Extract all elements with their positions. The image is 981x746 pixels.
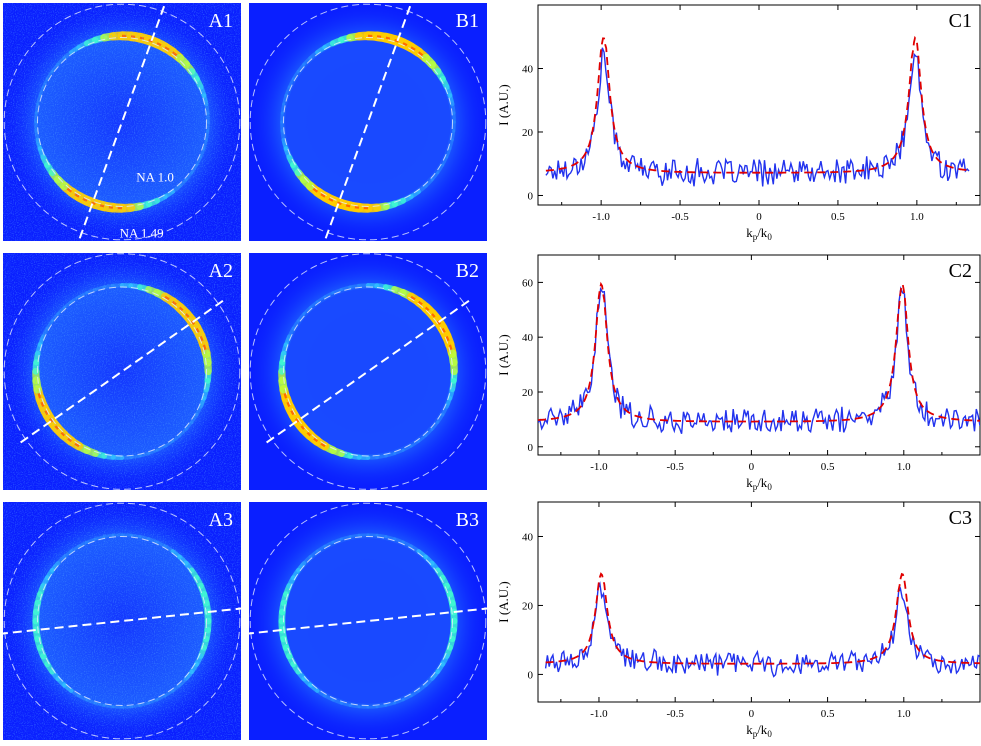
y-tick-label: 20: [522, 127, 534, 139]
inner-disc: [285, 39, 451, 205]
x-tick-label: -1.0: [590, 461, 608, 473]
inner-disc: [285, 288, 451, 455]
panel-label: B1: [456, 10, 479, 32]
x-tick-label: 1.0: [897, 708, 911, 720]
y-tick-label: 40: [522, 63, 534, 75]
x-tick-label: 1.0: [910, 211, 924, 223]
panel-label: A1: [209, 10, 233, 32]
outer-na-circle: [249, 3, 487, 241]
chart-c1: -1.0 -0.5 0 0.5 1.0 0 20 40 kp/k0 I (A.U.) C1: [496, 4, 981, 242]
panel-label: B3: [456, 509, 479, 531]
inner-disc: [285, 538, 451, 704]
image-panel-a1: A1 NA 1.0 NA 1.49: [3, 3, 241, 241]
chart-label: C1: [949, 10, 972, 32]
panel-label: A2: [209, 260, 233, 282]
ring-crescents: [280, 31, 456, 213]
x-axis-label: kp/k0: [746, 225, 772, 242]
image-panel-b3: B3: [249, 502, 487, 740]
x-tick-label: -0.5: [671, 211, 689, 223]
x-axis-label: kp/k0: [746, 475, 772, 492]
y-tick-label: 0: [528, 442, 534, 454]
x-tick-label: 0: [749, 708, 755, 720]
y-axis-label: I (A.U.): [496, 84, 511, 126]
x-tick-label: -0.5: [666, 708, 684, 720]
y-tick-label: 0: [528, 190, 534, 202]
image-panel-b1: B1: [249, 3, 487, 241]
chart-c3: -1.0 -0.5 0 0.5 1.0 0 20 40 kp/k0 I (A.U.) C3: [496, 501, 981, 739]
outer-na-circle: [249, 253, 487, 490]
x-tick-label: 0.5: [821, 461, 835, 473]
y-axis-label: I (A.U.): [496, 581, 511, 623]
measured-profile-line: [538, 285, 980, 434]
image-panels: A1 NA 1.0 NA 1.49 B1 A2 B2 A3 B3: [3, 3, 487, 740]
y-tick-label: 0: [528, 669, 534, 681]
plot-frame: [537, 254, 981, 456]
fit-profile-line: [538, 281, 980, 423]
chart-c2: -1.0 -0.5 0 0.5 1.0 0 20 40 60 kp/k0 I (A.U.) C2: [496, 254, 981, 492]
fit-profile-line: [545, 35, 970, 174]
y-tick-label: 60: [522, 277, 534, 289]
measured-profile-line: [544, 581, 980, 678]
inner-na-circle: [283, 536, 453, 706]
y-tick-label: 20: [522, 387, 534, 399]
inner-circle-label: NA 1.0: [136, 170, 174, 185]
x-tick-label: 0.5: [821, 708, 835, 720]
plot-frame: [537, 501, 981, 703]
y-axis-label: I (A.U.): [496, 334, 511, 376]
image-panel-b2: B2: [249, 253, 487, 490]
x-axis-label: kp/k0: [746, 722, 772, 739]
chart-label: C3: [949, 507, 972, 529]
x-tick-label: 0: [749, 461, 755, 473]
measured-profile-line: [545, 47, 970, 187]
outer-na-circle: [3, 253, 241, 490]
ring-crescents: [278, 533, 458, 709]
ring-crescents: [278, 283, 458, 460]
outer-na-circle: [249, 502, 487, 740]
noise-speckle: [3, 502, 241, 740]
x-tick-label: -1.0: [592, 211, 610, 223]
outer-na-circle: [3, 502, 241, 740]
inner-na-circle: [37, 286, 207, 457]
outer-na-circle: [3, 3, 241, 241]
x-tick-label: 1.0: [897, 461, 911, 473]
noise-speckle: [3, 3, 241, 241]
outer-circle-label: NA 1.49: [120, 225, 164, 240]
plot-frame: [537, 4, 981, 206]
inner-na-circle: [37, 536, 207, 706]
inner-na-circle: [283, 286, 453, 457]
panel-label: B2: [456, 260, 479, 282]
y-tick-label: 20: [522, 600, 534, 612]
image-panel-a3: A3: [3, 502, 241, 740]
y-tick-label: 40: [522, 332, 534, 344]
image-panel-a2: A2: [3, 253, 241, 490]
inner-na-circle: [37, 37, 207, 207]
x-tick-label: -0.5: [666, 461, 684, 473]
y-tick-label: 40: [522, 531, 534, 543]
inner-na-circle: [283, 37, 453, 207]
chart-label: C2: [949, 260, 972, 282]
x-tick-label: 0: [756, 211, 762, 223]
noise-speckle: [3, 253, 241, 490]
x-tick-label: -1.0: [590, 708, 608, 720]
panel-label: A3: [209, 509, 233, 531]
fit-profile-line: [545, 572, 980, 665]
x-tick-label: 0.5: [831, 211, 845, 223]
